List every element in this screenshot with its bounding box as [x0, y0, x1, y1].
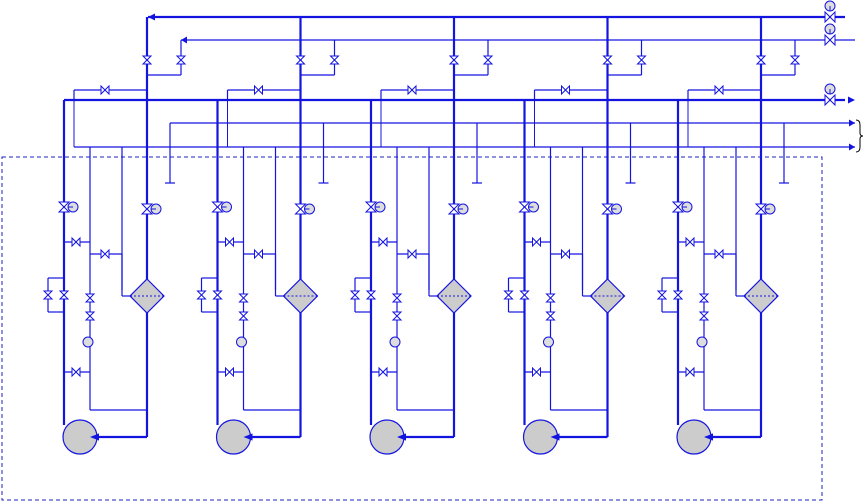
valve	[58, 290, 70, 300]
instrument	[696, 336, 708, 348]
valve	[378, 236, 388, 248]
valve	[225, 236, 234, 248]
valve	[824, 93, 836, 107]
flow-arrow	[550, 433, 560, 441]
valve	[42, 290, 54, 300]
valve	[378, 366, 388, 378]
valve	[636, 55, 647, 65]
valve	[698, 293, 710, 303]
valve	[349, 290, 361, 300]
valve	[57, 201, 71, 213]
instrument	[82, 336, 94, 348]
valve	[824, 10, 836, 24]
valve	[602, 55, 613, 65]
valve	[225, 366, 234, 378]
valve	[238, 293, 249, 303]
valve	[656, 290, 668, 300]
valve	[685, 366, 695, 378]
valve	[698, 311, 710, 321]
valve	[196, 290, 207, 300]
valve	[295, 55, 306, 65]
valve	[685, 236, 695, 248]
valve	[824, 33, 836, 47]
bracket	[855, 119, 863, 153]
valve	[503, 290, 514, 300]
valve	[294, 203, 307, 215]
valve	[84, 311, 96, 321]
valve	[391, 311, 403, 321]
valve	[672, 290, 684, 300]
flow-arrow	[849, 119, 855, 127]
valve	[671, 201, 685, 213]
valve	[448, 55, 460, 65]
valve	[447, 203, 461, 215]
valve	[714, 84, 724, 96]
valve	[211, 201, 224, 213]
instrument	[236, 336, 247, 348]
valve	[789, 55, 801, 65]
flow-arrow	[397, 433, 406, 441]
valve	[482, 55, 494, 65]
valve	[601, 203, 614, 215]
flow-arrow	[181, 36, 187, 44]
valve	[175, 55, 187, 65]
flow-arrow	[243, 433, 253, 441]
valve	[407, 84, 417, 96]
valve	[391, 293, 403, 303]
instrument	[389, 336, 401, 348]
valve	[254, 84, 263, 96]
valve	[141, 55, 153, 65]
valve	[212, 290, 223, 300]
valve	[519, 290, 530, 300]
flow-arrow	[90, 433, 99, 441]
valve	[714, 248, 724, 260]
valve	[71, 366, 81, 378]
valve	[755, 55, 767, 65]
valve	[754, 203, 768, 215]
valve	[100, 84, 110, 96]
valve	[545, 311, 556, 321]
valve	[364, 201, 378, 213]
flow-arrow	[704, 433, 713, 441]
valve	[561, 248, 570, 260]
valve	[365, 290, 377, 300]
flow-arrow	[848, 96, 855, 104]
valve	[545, 293, 556, 303]
unit-boundary	[1, 156, 823, 501]
valve	[71, 236, 81, 248]
valve	[100, 248, 110, 260]
instrument	[543, 336, 554, 348]
flow-arrow	[849, 143, 855, 151]
valve	[238, 311, 249, 321]
valve	[407, 248, 417, 260]
valve	[532, 236, 541, 248]
valve	[532, 366, 541, 378]
valve	[329, 55, 340, 65]
valve	[140, 203, 154, 215]
valve	[84, 293, 96, 303]
valve	[254, 248, 263, 260]
valve	[561, 84, 570, 96]
valve	[518, 201, 531, 213]
flow-arrow	[148, 13, 155, 21]
